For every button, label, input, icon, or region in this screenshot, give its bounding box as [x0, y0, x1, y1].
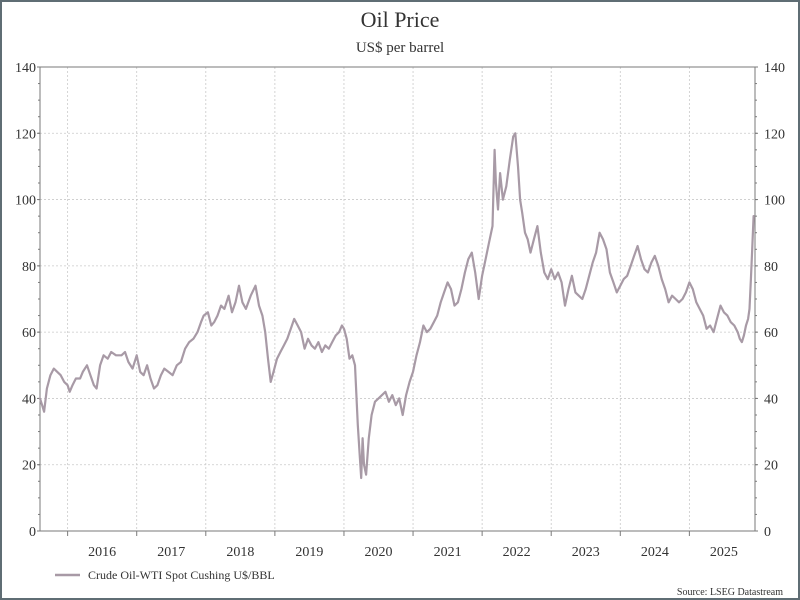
plot-area-border	[39, 66, 756, 532]
y-tick-label-right: 140	[764, 61, 785, 76]
y-tick-label-right: 120	[764, 127, 785, 142]
y-tick-label-left: 120	[15, 127, 36, 142]
y-tick-label-right: 80	[764, 260, 778, 275]
series-layer	[38, 132, 755, 480]
y-tick-label-left: 40	[22, 392, 36, 407]
x-tick-label: 2018	[226, 545, 254, 560]
y-tick-label-left: 20	[22, 459, 36, 474]
y-tick-label-right: 100	[764, 194, 785, 209]
series-line-0	[38, 132, 755, 480]
y-tick-label-left: 100	[15, 194, 36, 209]
x-tick-label: 2025	[710, 545, 738, 560]
y-tick-label-right: 20	[764, 459, 778, 474]
legend: Crude Oil-WTI Spot Cushing U$/BBL	[55, 568, 275, 582]
y-tick-label-left: 140	[15, 61, 36, 76]
x-tick-label: 2016	[88, 545, 116, 560]
x-tick-label: 2017	[157, 545, 185, 560]
x-tick-label: 2023	[572, 545, 600, 560]
x-tick-label: 2021	[434, 545, 462, 560]
y-tick-label-right: 60	[764, 326, 778, 341]
legend-label: Crude Oil-WTI Spot Cushing U$/BBL	[88, 568, 275, 582]
y-tick-label-left: 80	[22, 260, 36, 275]
y-tick-label-left: 0	[29, 525, 36, 540]
y-tick-label-right: 0	[764, 525, 771, 540]
source-note: Source: LSEG Datastream	[677, 587, 783, 598]
x-tick-label: 2020	[365, 545, 393, 560]
y-tick-label-right: 40	[764, 392, 778, 407]
y-tick-label-left: 60	[22, 326, 36, 341]
x-tick-label: 2024	[641, 545, 669, 560]
chart-subtitle: US$ per barrel	[356, 40, 444, 56]
x-tick-label: 2019	[295, 545, 323, 560]
grid	[40, 67, 755, 531]
chart-title: Oil Price	[361, 7, 440, 32]
x-tick-label: 2022	[503, 545, 531, 560]
